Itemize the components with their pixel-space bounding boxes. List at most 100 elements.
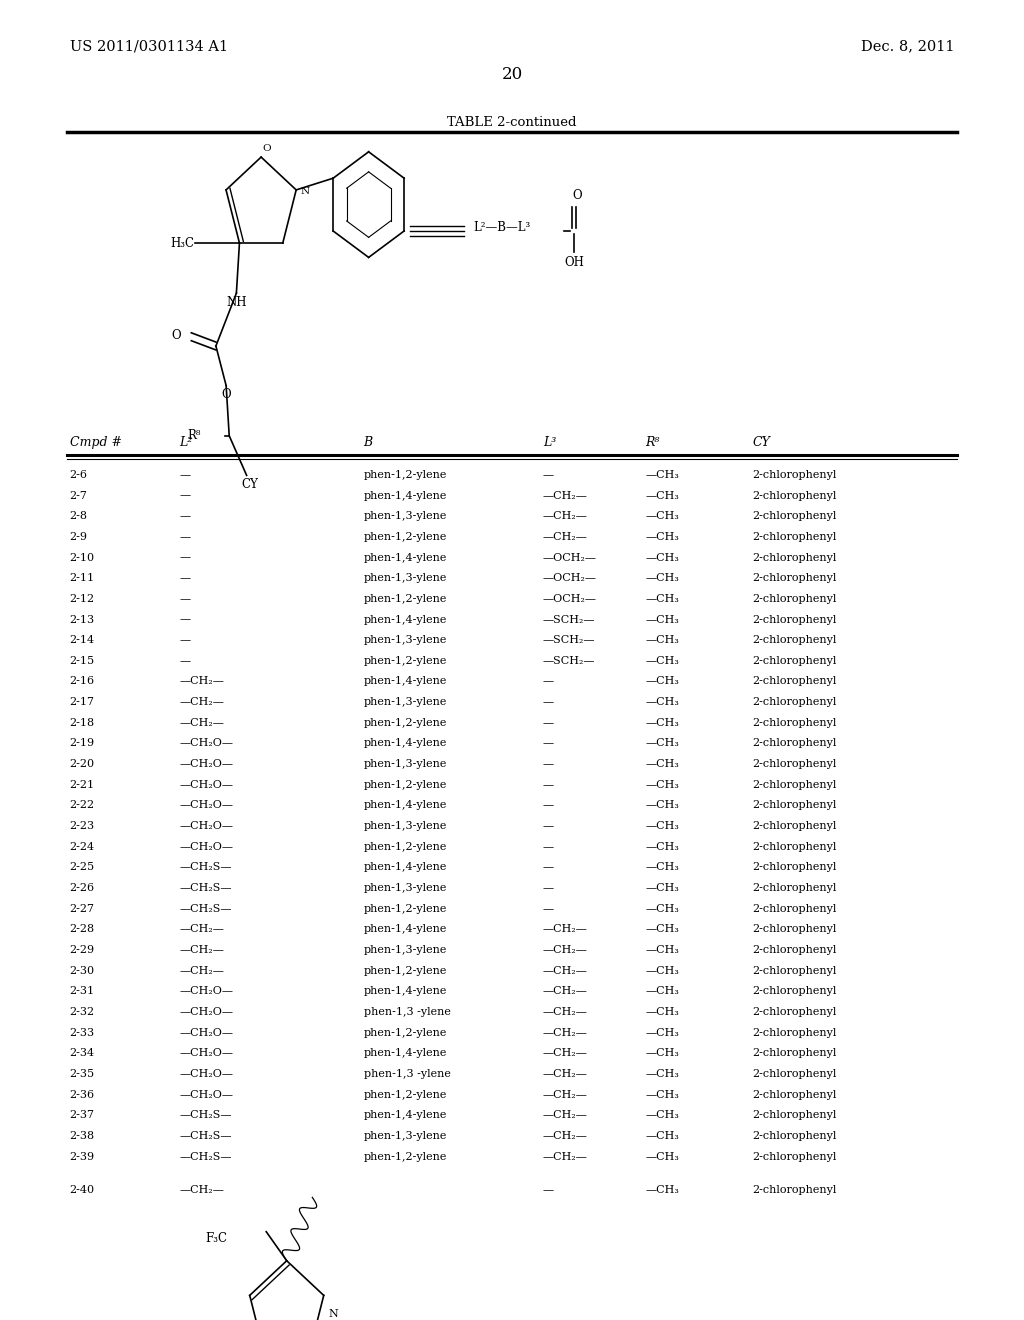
Text: 2-28: 2-28 [70,924,95,935]
Text: 2-chlorophenyl: 2-chlorophenyl [753,738,837,748]
Text: —OCH₂—: —OCH₂— [543,553,597,562]
Text: N: N [300,186,309,195]
Text: 2-chlorophenyl: 2-chlorophenyl [753,470,837,480]
Text: —: — [179,635,190,645]
Text: —: — [179,656,190,665]
Text: phen-1,2-ylene: phen-1,2-ylene [364,470,446,480]
Text: phen-1,2-ylene: phen-1,2-ylene [364,966,446,975]
Text: phen-1,4-ylene: phen-1,4-ylene [364,676,446,686]
Text: —CH₂—: —CH₂— [543,1007,588,1016]
Text: —CH₃: —CH₃ [645,635,679,645]
Text: —CH₂—: —CH₂— [543,1069,588,1078]
Text: 2-chlorophenyl: 2-chlorophenyl [753,573,837,583]
Text: 2-13: 2-13 [70,615,95,624]
Text: 2-chlorophenyl: 2-chlorophenyl [753,697,837,708]
Text: —CH₃: —CH₃ [645,1185,679,1196]
Text: 2-chlorophenyl: 2-chlorophenyl [753,635,837,645]
Text: —CH₂—: —CH₂— [543,1110,588,1121]
Text: —: — [543,759,554,770]
Text: phen-1,4-ylene: phen-1,4-ylene [364,1048,446,1059]
Text: Cmpd #: Cmpd # [70,436,122,449]
Text: —CH₃: —CH₃ [645,1090,679,1100]
Text: phen-1,3-ylene: phen-1,3-ylene [364,821,446,832]
Text: —: — [179,470,190,480]
Text: —CH₂O—: —CH₂O— [179,759,233,770]
Text: O: O [572,189,582,202]
Text: —: — [543,862,554,873]
Text: 2-40: 2-40 [70,1185,95,1196]
Text: —CH₃: —CH₃ [645,842,679,851]
Text: —CH₂S—: —CH₂S— [179,1110,231,1121]
Text: 2-32: 2-32 [70,1007,95,1016]
Text: —CH₂—: —CH₂— [543,1131,588,1140]
Text: —CH₂O—: —CH₂O— [179,1007,233,1016]
Text: —: — [543,470,554,480]
Text: 2-chlorophenyl: 2-chlorophenyl [753,594,837,603]
Text: 2-6: 2-6 [70,470,88,480]
Text: 2-chlorophenyl: 2-chlorophenyl [753,1007,837,1016]
Text: —CH₂—: —CH₂— [543,986,588,997]
Text: —: — [543,1185,554,1196]
Text: phen-1,2-ylene: phen-1,2-ylene [364,718,446,727]
Text: —: — [543,800,554,810]
Text: phen-1,3-ylene: phen-1,3-ylene [364,945,446,956]
Text: 2-chlorophenyl: 2-chlorophenyl [753,800,837,810]
Text: 2-9: 2-9 [70,532,88,543]
Text: phen-1,2-ylene: phen-1,2-ylene [364,904,446,913]
Text: 2-22: 2-22 [70,800,95,810]
Text: phen-1,2-ylene: phen-1,2-ylene [364,656,446,665]
Text: 2-20: 2-20 [70,759,95,770]
Text: —CH₂—: —CH₂— [543,966,588,975]
Text: 2-chlorophenyl: 2-chlorophenyl [753,883,837,894]
Text: —CH₂O—: —CH₂O— [179,842,233,851]
Text: —CH₂—: —CH₂— [543,1090,588,1100]
Text: —CH₂—: —CH₂— [179,966,224,975]
Text: 2-chlorophenyl: 2-chlorophenyl [753,904,837,913]
Text: 2-16: 2-16 [70,676,95,686]
Text: —CH₃: —CH₃ [645,697,679,708]
Text: 2-7: 2-7 [70,491,87,500]
Text: —CH₂O—: —CH₂O— [179,1028,233,1038]
Text: 2-chlorophenyl: 2-chlorophenyl [753,1069,837,1078]
Text: 2-chlorophenyl: 2-chlorophenyl [753,1028,837,1038]
Text: 2-35: 2-35 [70,1069,95,1078]
Text: —CH₂—: —CH₂— [543,511,588,521]
Text: 2-14: 2-14 [70,635,95,645]
Text: phen-1,2-ylene: phen-1,2-ylene [364,594,446,603]
Text: —CH₂—: —CH₂— [179,945,224,956]
Text: 2-chlorophenyl: 2-chlorophenyl [753,1110,837,1121]
Text: phen-1,3-ylene: phen-1,3-ylene [364,759,446,770]
Text: —CH₃: —CH₃ [645,1151,679,1162]
Text: phen-1,3 -ylene: phen-1,3 -ylene [364,1007,451,1016]
Text: phen-1,4-ylene: phen-1,4-ylene [364,1110,446,1121]
Text: —CH₂O—: —CH₂O— [179,1090,233,1100]
Text: 2-chlorophenyl: 2-chlorophenyl [753,924,837,935]
Text: 2-15: 2-15 [70,656,95,665]
Text: 2-chlorophenyl: 2-chlorophenyl [753,511,837,521]
Text: phen-1,2-ylene: phen-1,2-ylene [364,1028,446,1038]
Text: —: — [543,904,554,913]
Text: 2-chlorophenyl: 2-chlorophenyl [753,986,837,997]
Text: L³: L³ [543,436,556,449]
Text: 2-33: 2-33 [70,1028,95,1038]
Text: 2-31: 2-31 [70,986,95,997]
Text: —: — [179,491,190,500]
Text: 2-chlorophenyl: 2-chlorophenyl [753,966,837,975]
Text: phen-1,3-ylene: phen-1,3-ylene [364,511,446,521]
Text: —CH₃: —CH₃ [645,945,679,956]
Text: 2-11: 2-11 [70,573,95,583]
Text: 2-chlorophenyl: 2-chlorophenyl [753,759,837,770]
Text: 2-34: 2-34 [70,1048,95,1059]
Text: —: — [543,718,554,727]
Text: —CH₃: —CH₃ [645,904,679,913]
Text: R⁸: R⁸ [645,436,659,449]
Text: CY: CY [753,436,770,449]
Text: 2-24: 2-24 [70,842,95,851]
Text: phen-1,2-ylene: phen-1,2-ylene [364,842,446,851]
Text: —: — [543,842,554,851]
Text: —SCH₂—: —SCH₂— [543,615,595,624]
Text: —CH₃: —CH₃ [645,470,679,480]
Text: 2-36: 2-36 [70,1090,95,1100]
Text: phen-1,3 -ylene: phen-1,3 -ylene [364,1069,451,1078]
Text: —CH₃: —CH₃ [645,986,679,997]
